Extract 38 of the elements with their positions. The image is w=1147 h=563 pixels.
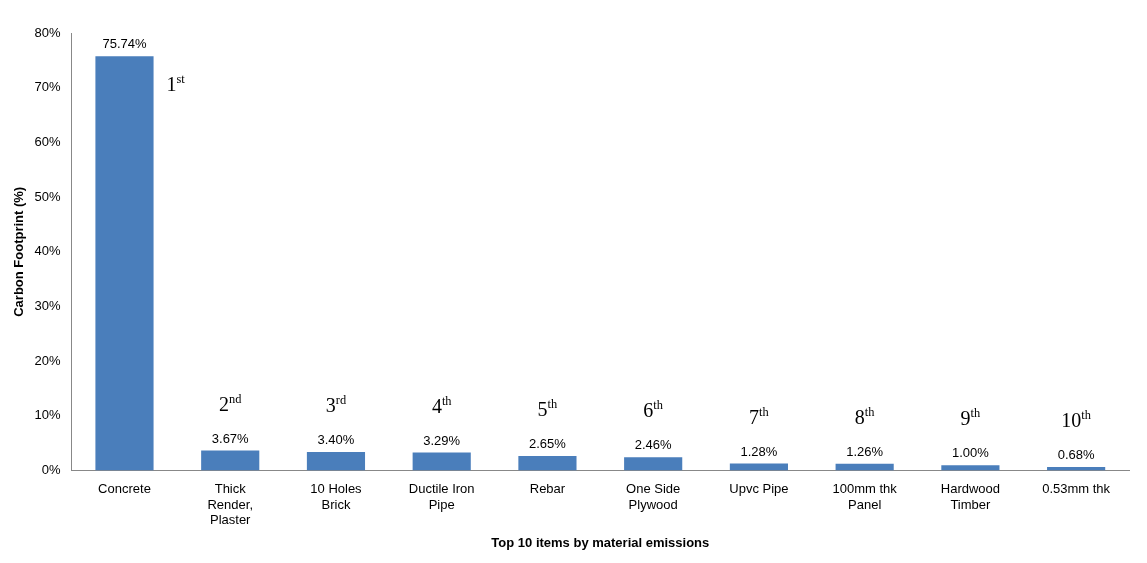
bar [941, 465, 1000, 471]
x-axis-title: Top 10 items by material emissions [491, 534, 710, 550]
data-label: 1.26% [846, 443, 884, 459]
bar [412, 452, 471, 471]
y-tick-label: 0% [41, 462, 62, 478]
y-tick-label: 60% [34, 133, 62, 149]
bar [518, 456, 577, 471]
x-tick-label: One Side Plywood [626, 480, 681, 512]
data-label: 0.68% [1057, 446, 1095, 462]
data-label: 2.65% [529, 436, 567, 452]
x-tick-label: Thick Render, Plaster [207, 480, 253, 528]
bar [95, 56, 154, 471]
data-label: 3.40% [317, 432, 355, 448]
data-label: 3.29% [423, 432, 461, 448]
x-tick-label: 10 Holes Brick [310, 480, 363, 512]
x-tick-label: Upvc Pipe [729, 480, 789, 496]
x-tick-label: 100mm thk Panel [832, 480, 898, 512]
y-tick-label: 40% [34, 243, 62, 259]
x-tick-label: 0.53mm thk [1042, 480, 1111, 496]
data-label: 1.28% [740, 443, 778, 459]
y-tick-label: 50% [34, 188, 62, 204]
bar [624, 457, 683, 471]
data-label: 3.67% [211, 430, 250, 446]
x-tick-label: Hardwood Timber [940, 480, 1001, 512]
data-label: 1.00% [951, 445, 990, 461]
data-label: 2.46% [634, 437, 673, 453]
x-tick-label: Ductile Iron Pipe [408, 480, 475, 512]
y-axis-title: Carbon Footprint (%) [11, 186, 27, 317]
y-tick-label: 30% [34, 298, 62, 314]
y-tick-label: 70% [34, 79, 62, 95]
y-tick-label: 80% [34, 24, 62, 40]
bar [306, 452, 366, 471]
x-tick-label: Rebar [529, 480, 566, 496]
y-tick-label: 20% [34, 352, 62, 368]
x-tick-label: Concrete [98, 480, 151, 496]
data-label: 75.74% [102, 36, 147, 52]
bar [201, 450, 260, 471]
y-tick-label: 10% [34, 407, 62, 423]
